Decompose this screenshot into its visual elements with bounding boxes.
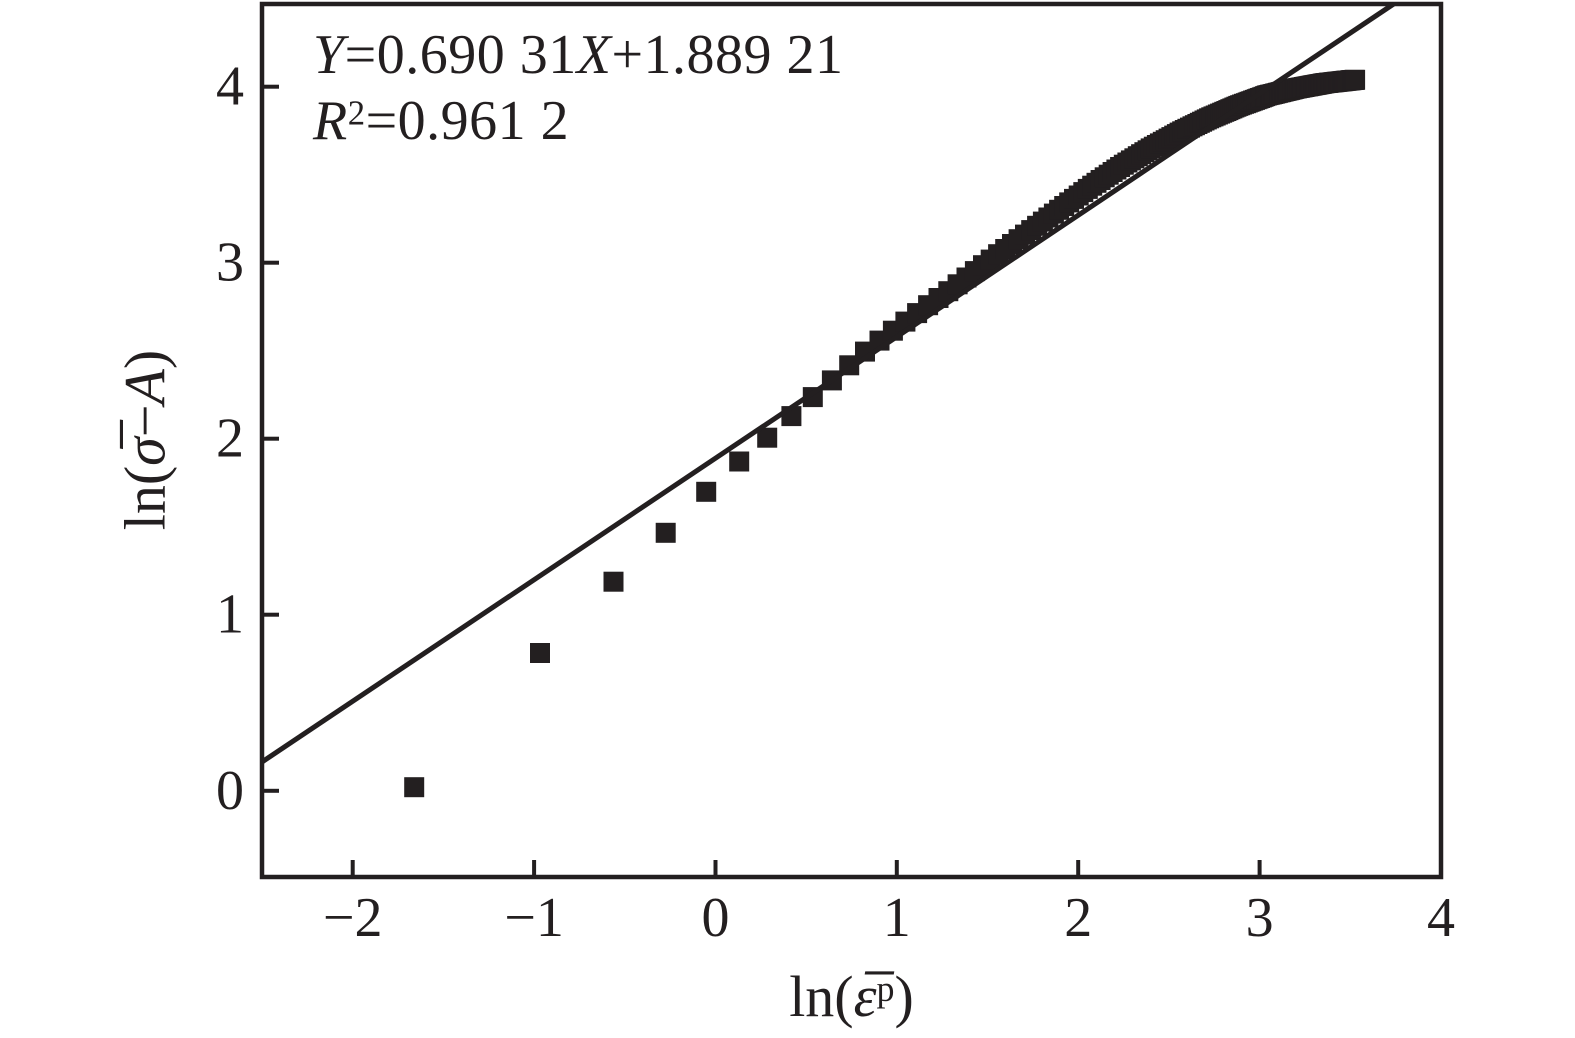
x-tick-label: 0	[702, 887, 730, 949]
data-point	[757, 427, 778, 448]
y-axis-title: ln(σ̅−A)	[112, 350, 179, 531]
data-point	[603, 571, 624, 592]
fit-line	[260, 1, 1395, 765]
x-tick-label: −2	[323, 887, 383, 949]
x-tick-label: 3	[1246, 887, 1274, 949]
x-axis-title: ln(ε̅p)	[262, 963, 1441, 1030]
x-tick-label: 1	[883, 887, 911, 949]
equation-y-variable: Y	[313, 24, 345, 86]
r-variable: R	[313, 90, 348, 152]
y-tick-label: 3	[216, 232, 244, 294]
fit-equation-annotation: Y=0.690 31X+1.889 21 R2=0.961 2	[313, 22, 844, 154]
equation-x-variable: X	[576, 24, 612, 86]
x-tick-label: 2	[1064, 887, 1092, 949]
y-title-ln: ln(	[112, 465, 178, 531]
x-tick-label: −1	[504, 887, 564, 949]
data-point	[696, 481, 717, 502]
y-title-A-variable: A	[112, 369, 178, 405]
equation-intercept-text: +1.889 21	[611, 24, 844, 86]
plot-border	[259, 1, 1444, 880]
y-title-sigma-bar: σ̅	[112, 437, 178, 466]
data-point	[530, 643, 550, 663]
data-point	[1345, 69, 1366, 90]
x-title-close-paren: )	[894, 964, 914, 1029]
y-title-close-paren: )	[112, 349, 178, 370]
r-squared-line: R2=0.961 2	[313, 88, 844, 154]
y-tick-label: 4	[216, 56, 244, 118]
y-tick-label: 2	[216, 408, 244, 470]
data-point	[404, 777, 425, 798]
r-exponent: 2	[347, 93, 366, 133]
x-tick-label: 4	[1427, 887, 1455, 949]
fit-equation-line: Y=0.690 31X+1.889 21	[313, 22, 844, 88]
x-title-epsilon-bar: ε̅	[853, 964, 877, 1029]
y-tick-label: 1	[216, 584, 244, 646]
data-point	[655, 522, 676, 543]
equation-slope-text: =0.690 31	[344, 24, 577, 86]
x-title-superscript-p: p	[876, 968, 895, 1009]
y-tick-label: 0	[216, 760, 244, 822]
data-point	[729, 451, 750, 472]
x-title-ln: ln(	[789, 964, 854, 1029]
r-squared-value: =0.961 2	[365, 90, 570, 152]
y-title-minus: −	[112, 404, 178, 438]
